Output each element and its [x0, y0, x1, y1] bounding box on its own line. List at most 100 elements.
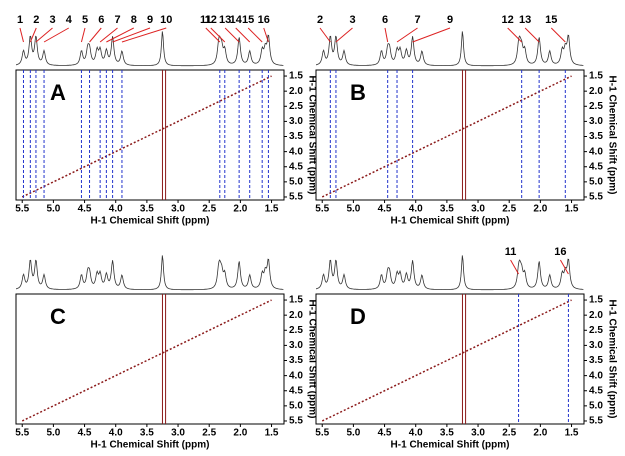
- peak-label: 15: [242, 14, 254, 26]
- annotation-leader: [263, 27, 269, 43]
- peak-label: 8: [131, 14, 137, 26]
- panel: 5.5 5.0 4.5 4.0 3.5 3.0 2.5 2.0 1.5 1.5 2.0 2.5 3.0 3…: [315, 246, 617, 451]
- y-tick-label: 5.5: [589, 416, 603, 427]
- peak-label: 15: [545, 14, 557, 26]
- y-tick-label: 5.0: [589, 401, 603, 412]
- annotation-leader: [205, 27, 221, 43]
- peak-label: 16: [258, 14, 270, 26]
- x-axis-label: H-1 Chemical Shift (ppm): [91, 440, 210, 451]
- x-tick-label: 3.5: [140, 428, 154, 439]
- x-tick-label: 4.0: [109, 204, 123, 215]
- peak-label: 6: [98, 14, 104, 26]
- x-tick-label: 2.5: [202, 204, 216, 215]
- annotation-leader: [224, 27, 240, 43]
- annotation-leader: [335, 27, 353, 43]
- x-tick-label: 2.5: [502, 428, 516, 439]
- y-tick-label: 4.0: [289, 370, 303, 381]
- y-tick-label: 2.5: [289, 101, 303, 112]
- y-tick-label: 3.5: [589, 355, 603, 366]
- y-tick-label: 3.0: [589, 116, 603, 127]
- peak-label: 1: [17, 14, 23, 26]
- annotation-leader: [510, 259, 519, 275]
- spectrum-trace: [315, 31, 584, 67]
- annotation-leader: [247, 27, 263, 43]
- y-tick-label: 5.0: [289, 401, 303, 412]
- y-tick-label: 3.5: [289, 131, 303, 142]
- x-tick-label: 5.5: [315, 428, 329, 439]
- x-tick-label: 3.5: [440, 428, 454, 439]
- spectrum-trace: [15, 255, 284, 291]
- peak-label: 16: [554, 246, 566, 258]
- annotation-leader: [112, 27, 151, 43]
- y-tick-label: 4.5: [289, 385, 303, 396]
- panel: 5.5 5.0 4.5 4.0 3.5 3.0 2.5 2.0 1.5 1.5 2.0 2.5 3.0 3…: [315, 14, 617, 227]
- x-tick-label: 5.0: [346, 204, 360, 215]
- x-tick-label: 4.0: [409, 428, 423, 439]
- x-tick-label: 4.5: [378, 204, 392, 215]
- panel-label: A: [50, 80, 66, 105]
- x-axis-label: H-1 Chemical Shift (ppm): [91, 216, 210, 227]
- y-tick-label: 3.5: [289, 355, 303, 366]
- peak-label: 12: [502, 14, 514, 26]
- annotation-leader: [396, 27, 418, 43]
- peak-label: 3: [349, 14, 355, 26]
- x-tick-label: 4.5: [378, 428, 392, 439]
- x-tick-label: 5.0: [46, 204, 60, 215]
- x-tick-label: 4.0: [109, 428, 123, 439]
- y-tick-label: 1.5: [589, 295, 603, 306]
- annotation-leader: [19, 27, 24, 43]
- panel: 5.5 5.0 4.5 4.0 3.5 3.0 2.5 2.0 1.5 1.5 2.0 2.5 3.0 3…: [15, 255, 317, 451]
- peak-label: 11: [505, 246, 517, 258]
- y-tick-label: 2.5: [289, 325, 303, 336]
- x-tick-label: 3.5: [140, 204, 154, 215]
- annotation-leader: [235, 27, 251, 43]
- x-tick-label: 2.5: [202, 428, 216, 439]
- x-tick-label: 3.0: [171, 428, 185, 439]
- y-tick-label: 4.5: [289, 161, 303, 172]
- x-tick-label: 2.0: [533, 204, 547, 215]
- x-tick-label: 5.5: [15, 204, 29, 215]
- y-tick-label: 5.0: [289, 177, 303, 188]
- x-tick-label: 3.5: [440, 204, 454, 215]
- panel-label: C: [50, 304, 66, 329]
- y-tick-label: 3.0: [589, 340, 603, 351]
- y-axis-label: H-1 Chemical Shift (ppm): [606, 76, 617, 195]
- annotation-leader: [43, 27, 69, 43]
- x-tick-label: 4.5: [78, 428, 92, 439]
- panel-label: B: [350, 80, 366, 105]
- x-tick-label: 2.0: [533, 428, 547, 439]
- peak-label: 10: [160, 14, 172, 26]
- peak-label: 4: [66, 14, 73, 26]
- y-tick-label: 4.5: [589, 161, 603, 172]
- x-tick-label: 2.0: [233, 428, 247, 439]
- peak-label: 2: [317, 14, 323, 26]
- y-tick-label: 5.5: [589, 192, 603, 203]
- peak-label: 3: [49, 14, 55, 26]
- annotation-leader: [412, 27, 451, 43]
- y-axis-label: H-1 Chemical Shift (ppm): [306, 300, 317, 419]
- x-tick-label: 1.5: [565, 428, 579, 439]
- peak-label: 14: [230, 14, 243, 26]
- spectrum-trace: [315, 255, 584, 291]
- y-tick-label: 1.5: [589, 71, 603, 82]
- x-tick-label: 5.0: [46, 428, 60, 439]
- annotation-leader: [550, 27, 566, 43]
- x-axis-label: H-1 Chemical Shift (ppm): [391, 216, 510, 227]
- peak-label: 9: [447, 14, 453, 26]
- spectrum-trace: [15, 31, 284, 67]
- x-tick-label: 3.0: [171, 204, 185, 215]
- annotation-leader: [210, 27, 226, 43]
- y-tick-label: 1.5: [289, 295, 303, 306]
- annotation-leader: [35, 27, 53, 43]
- y-tick-label: 5.5: [289, 416, 303, 427]
- panel: 5.5 5.0 4.5 4.0 3.5 3.0 2.5 2.0 1.5 1.5 2.0 2.5 3.0 3…: [15, 14, 317, 227]
- annotation-leader: [559, 259, 569, 275]
- x-axis-label: H-1 Chemical Shift (ppm): [391, 440, 510, 451]
- annotation-leader: [29, 27, 37, 43]
- annotation-leader: [106, 27, 134, 43]
- x-tick-label: 5.5: [315, 204, 329, 215]
- x-tick-label: 1.5: [265, 428, 279, 439]
- peak-label: 11: [200, 14, 212, 26]
- y-tick-label: 1.5: [289, 71, 303, 82]
- y-tick-label: 2.0: [289, 86, 303, 97]
